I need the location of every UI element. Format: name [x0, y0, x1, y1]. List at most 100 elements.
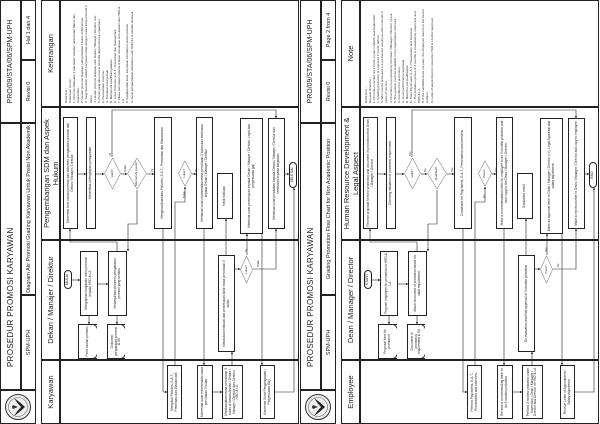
valid-decision: Valid?: [404, 157, 421, 190]
node-label: Mengajukan karyawan untuk promosi kepada…: [84, 257, 92, 310]
check-validation-step: Checking validation of promotion require…: [386, 117, 396, 229]
node-label: Melakukan evaluasi dan persetujuan akhir…: [221, 260, 230, 347]
document-code: PRO/09/STA/06/SPM-UPH: [300, 0, 321, 123]
department: SPM-UPH: [21, 295, 36, 390]
lane-title-4: Keterangan: [41, 0, 60, 107]
decision-label: Valid?: [109, 169, 114, 178]
rejection-letter-step: Membuat surat penolakan kepada Dekan / M…: [268, 118, 285, 229]
decision-label: Qualified?: [434, 166, 439, 181]
notes-panel: Reference : General Direction :1. Promoti…: [362, 0, 542, 107]
branch-label-yes: Yes: [408, 151, 412, 156]
rejection-letter-step: Make a rejection letter to Dean / Manage…: [568, 118, 585, 229]
branch-label-yes: Yes: [450, 167, 454, 172]
node-label: Menerima Surat Pengangkatan / Penyesuaia…: [262, 369, 271, 415]
requirement-document: Dokumen persyaratan promosi & SK: [107, 324, 125, 359]
branch-label-yes: Ya: [194, 168, 198, 172]
decision-label: Lulus?: [243, 265, 248, 274]
propose-promotion-step: Propose employee for promotion to HRD & …: [380, 251, 398, 316]
flowchart-page-2: PROSEDUR PROMOSI KARYAWAN PRO/09/STA/06/S…: [300, 0, 599, 424]
node-label: Mengikuti Psikotes, E.A.T., Presentasi d…: [169, 372, 178, 412]
pass-probation-decision: Lulus?: [240, 255, 253, 284]
evaluation-approval-step: Melakukan evaluasi dan persetujuan akhir…: [218, 255, 235, 352]
evaluation-result-box: Hasil evaluasi: [217, 173, 233, 219]
node-label: Propose employee for promotion to HRD & …: [384, 253, 392, 314]
notes-panel: Referensi : Ketentuan Umum :1. Promosi di…: [62, 0, 242, 107]
logo-cell: [0, 390, 36, 424]
node-label: Attach document of promotion based on va…: [412, 255, 421, 312]
logo-cell: [300, 390, 336, 424]
node-label: Mengkoordinasikan Psikotes, E.A.T., Pres…: [160, 127, 165, 219]
end-terminal: END: [589, 162, 597, 188]
note-item: 3. Who can be proposed is a permanent em…: [380, 11, 389, 103]
requirement-document: Document of promotion requirement & SK: [407, 324, 425, 359]
node-label: Dokumen persyaratan promosi & SK: [109, 326, 122, 357]
node-label: Do evaluation and final approval of 3 mo…: [523, 264, 528, 343]
pass-probation-decision: Pass?: [540, 255, 553, 284]
branch-label-no: Tidak: [182, 191, 186, 198]
document-title: PROSEDUR PROMOSI KARYAWAN: [0, 123, 21, 390]
approval-letter-step: Membuat surat persetujuan kepada Dekan /…: [240, 118, 263, 234]
evaluation-approval-step: Do evaluation and final approval of 3 mo…: [518, 255, 535, 352]
coordinate-tests-step: Coordinate for Psychotest, E.A.T., Prese…: [454, 117, 472, 229]
node-label: Memeriksa kelengkapan persyaratan: [88, 146, 93, 200]
branch-label-yes: Ya: [244, 248, 248, 252]
note-item: 1. Promosi dilakukan 2 kali dalam setahu…: [72, 14, 81, 103]
node-label: MULAI: [65, 274, 70, 285]
university-seal-logo: [305, 394, 331, 420]
probation-step: Perform 3 months probation under Supervi…: [522, 365, 543, 419]
decision-label: Pass?: [543, 265, 548, 274]
pass-tests-decision: Lulus?: [178, 160, 192, 187]
branch-label-yes: Ya: [108, 152, 112, 156]
start-terminal: MULAI: [64, 270, 72, 289]
branch-label-no: No: [482, 194, 486, 198]
branch-label-no: Tidak: [256, 260, 260, 267]
recommendation-letter-step: Make a recommendation letter for employe…: [496, 117, 513, 229]
node-label: Menerima form usulan promosi dan dokumen…: [65, 122, 74, 224]
node-label: Checking validation of promotion require…: [388, 140, 393, 206]
node-label: Make a rejection letter to Dean / Manage…: [573, 121, 578, 226]
perform-tests-step: Mengikuti Psikotes, E.A.T., Presentasi d…: [167, 365, 182, 419]
node-label: Proposal form for promotion: [383, 329, 391, 354]
node-label: Document of promotion requirement & SK: [409, 328, 422, 355]
revision: Revisi 0: [321, 60, 336, 123]
node-label: Make a recommendation letter for employe…: [499, 120, 508, 226]
node-label: Receive proposal form for promotion and …: [365, 119, 374, 227]
start-terminal: START: [364, 270, 372, 289]
node-label: Membuat surat penolakan kepada Dekan / M…: [271, 127, 280, 220]
flowchart-subtitle: Grading Promotion Flow Chart for Non Aca…: [321, 123, 336, 295]
branch-label-no: Tidak: [123, 165, 127, 172]
branch-label-no: No: [423, 168, 427, 172]
note-item: 7. Masa percobaan selama 3 bulan dievalu…: [117, 6, 126, 103]
node-label: Melampirkan dokumen persyaratan promosi …: [112, 258, 121, 309]
lane-title-1: Karyawan: [41, 360, 60, 424]
approval-letter-step: Make an approval letter to Dean / Manage…: [540, 118, 563, 234]
node-label: Membuat surat persetujuan kepada Dekan /…: [246, 124, 255, 228]
branch-label-yes: Yes: [544, 247, 548, 252]
node-label: SELESAI: [290, 167, 295, 183]
recommendation-letter-step: Membuat surat rekomendasi masa percobaan…: [196, 117, 213, 229]
lane-title-2: Dekan / Manajer / Direktur: [41, 240, 60, 360]
note-item: 8. If the candidate does not pass, the e…: [421, 9, 430, 103]
lane-title-3: Pengembangan SDM dan Aspek Hukum: [41, 107, 60, 240]
decision-label: Lulus?: [182, 169, 187, 178]
lane-title-4: Note: [341, 0, 360, 107]
branch-label-no: No: [556, 263, 560, 267]
lane-title-2: Dean / Manager / Director: [341, 240, 360, 360]
receive-recommendation-step: Receive a recommending letter to do 3 mo…: [497, 365, 513, 419]
pass-tests-decision: Pass?: [478, 160, 492, 187]
node-label: Perform 3 months probation under Supervi…: [525, 367, 538, 417]
flowchart-subtitle: Diagram Alir Promosi Grading Karyawan Un…: [21, 123, 36, 295]
page-number: Page 2 from 4: [321, 0, 336, 60]
node-label: Melaksanakan masa percobaan 3 bulan di b…: [223, 368, 240, 416]
end-terminal: SELESAI: [289, 162, 297, 188]
proposal-form-document: Form usulan promosi: [78, 324, 97, 359]
branch-label-yes: Yes: [494, 167, 498, 172]
node-label: Receive Letter of Appointment / Salary a…: [562, 369, 571, 415]
page-number: Hal 1 dari 4: [21, 0, 36, 60]
valid-decision: Valid?: [104, 157, 121, 190]
evaluation-result-box: Evaluation result: [517, 173, 533, 219]
document-code: PRO/09/STA/06/SPM-UPH: [0, 0, 21, 123]
node-label: Receive a recommending letter to do 3 mo…: [500, 368, 508, 416]
node-label: Make an approval letter to Dean / Manage…: [546, 120, 555, 232]
lane-title-3: Human Resource Development & Legal Aspec…: [341, 107, 360, 240]
